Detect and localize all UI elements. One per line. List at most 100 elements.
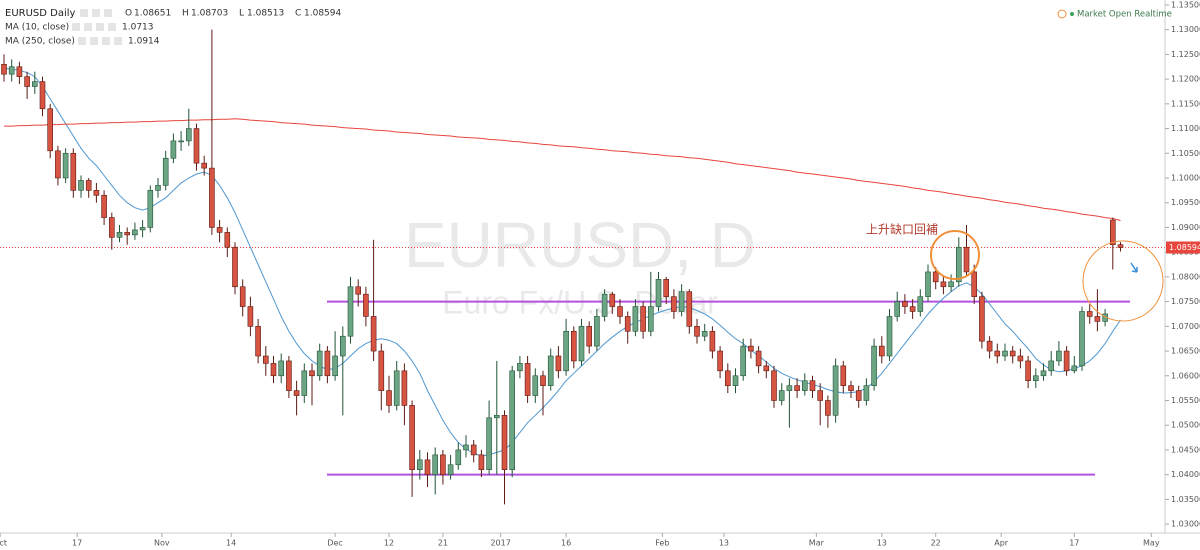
ohlc-value: 1.08651 [134, 9, 171, 19]
ohlc-label: C [295, 9, 301, 19]
candle-body [339, 335, 346, 357]
candle-body [586, 326, 593, 347]
candle-body [902, 301, 908, 307]
x-tick-label: Apr [994, 539, 1009, 548]
candle-body [478, 454, 485, 471]
candle-body [878, 345, 885, 357]
candle-body [963, 246, 970, 273]
x-tick-label: 2017 [490, 539, 510, 548]
x-tick-label: Oct [0, 539, 7, 548]
annotation: 上升缺口回補 [866, 222, 938, 237]
candle-body [1079, 311, 1085, 367]
candle-body [986, 340, 993, 352]
candle-body [925, 271, 931, 297]
y-tick-label: 1.13000 [1171, 25, 1200, 34]
x-tick-label: 17 [72, 539, 82, 548]
candle-body [755, 350, 762, 367]
candle-body [1025, 360, 1031, 382]
candle-body [532, 375, 539, 396]
candle-body [293, 390, 300, 396]
candle-body [624, 316, 631, 332]
y-tick-label: 1.07000 [1171, 322, 1200, 331]
candle-body [440, 454, 446, 475]
candle-body [109, 217, 115, 238]
candle-body [209, 167, 215, 228]
y-tick-label: 1.11000 [1171, 124, 1200, 133]
ohlc-label: L [239, 9, 244, 19]
candle-body [809, 380, 816, 391]
candle-body [678, 291, 685, 312]
candle-body [486, 417, 492, 471]
candle-body [863, 385, 870, 401]
candle-body [517, 363, 523, 372]
candle-body [894, 301, 901, 317]
candle-body [201, 162, 207, 169]
candle-body [948, 281, 954, 288]
candle-body [424, 459, 431, 475]
symbol-title: EURUSD Daily [5, 8, 76, 19]
candle-body [940, 281, 947, 288]
candle-body [570, 330, 577, 362]
y-tick-label: 1.04000 [1171, 470, 1200, 479]
candle-body [763, 365, 770, 372]
candle-body [24, 76, 30, 87]
candle-body [301, 370, 308, 396]
y-tick-label: 1.08000 [1171, 272, 1200, 281]
candle-body [917, 296, 924, 312]
candle-body [501, 415, 508, 471]
candle-body [70, 152, 77, 191]
candle-body [193, 128, 200, 164]
candle-body [1017, 355, 1024, 362]
candle-body [732, 375, 739, 386]
y-tick-label: 1.04500 [1171, 445, 1200, 454]
candle-body [724, 370, 731, 386]
y-tick-label: 1.05500 [1171, 396, 1200, 405]
x-tick-label: 21 [438, 539, 448, 548]
candle-body [1009, 350, 1016, 357]
x-tick-label: May [1143, 539, 1160, 548]
legend-icons [72, 9, 122, 45]
candle-body [270, 363, 277, 377]
candle-body [547, 355, 554, 386]
y-tick-label: 1.03500 [1171, 495, 1200, 504]
y-tick-label: 1.10000 [1171, 173, 1200, 182]
candle-body [832, 365, 839, 416]
y-tick-label: 1.13500 [1171, 0, 1200, 9]
x-tick-label: 13 [719, 539, 729, 548]
candle-body [378, 350, 385, 391]
candle-body [355, 286, 362, 295]
ohlc-value: 1.08513 [247, 9, 284, 19]
candle-body [509, 370, 516, 471]
candle-body [655, 279, 662, 307]
candle-body [62, 152, 69, 179]
candle-body [563, 330, 569, 372]
candle-body [1071, 365, 1078, 372]
candle-body [932, 271, 939, 283]
candle-body [16, 66, 23, 77]
candle-body [709, 330, 716, 352]
candle-body [555, 355, 562, 372]
x-tick-label: 12 [384, 539, 394, 548]
x-tick-label: 13 [877, 539, 887, 548]
y-tick-label: 1.06000 [1171, 371, 1200, 380]
candle-body [432, 454, 439, 475]
x-tick-label: Dec [327, 539, 342, 548]
candle-body [1086, 311, 1093, 317]
candle-body [840, 365, 847, 386]
candle-body [155, 185, 161, 191]
candle-body [771, 370, 777, 401]
candle-body [470, 444, 477, 456]
candle-body [1002, 350, 1008, 357]
arrow [1130, 262, 1138, 273]
candle-body [262, 355, 269, 364]
x-tick-label: 16 [561, 539, 571, 548]
candle-body [55, 150, 61, 179]
candle-body [594, 316, 600, 347]
candle-body [740, 345, 747, 377]
candle-body [332, 355, 338, 377]
x-tick-label: 17 [1069, 539, 1079, 548]
candle-body [671, 296, 677, 312]
y-tick-label: 1.11500 [1171, 99, 1200, 108]
last-price-label: 1.08594 [1169, 243, 1200, 252]
candle-body [386, 390, 392, 406]
